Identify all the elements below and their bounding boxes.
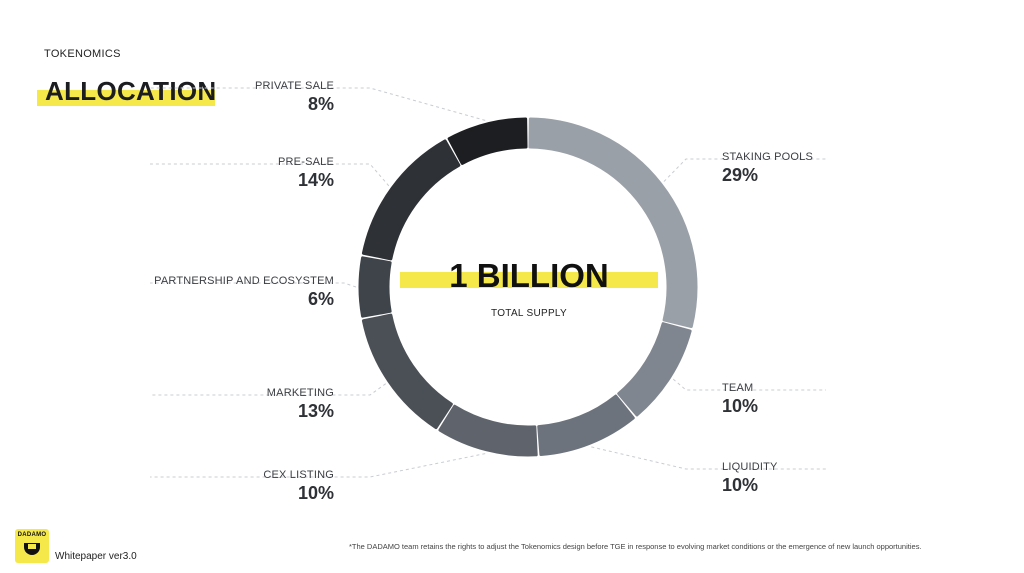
slice-team xyxy=(617,322,692,417)
slice-pre-sale xyxy=(361,139,461,261)
slice-label: MARKETING 13% xyxy=(134,387,334,422)
slice-private-sale xyxy=(447,117,528,165)
slice-percent: 10% xyxy=(297,483,334,503)
slice-label: PRE-SALE 14% xyxy=(134,156,334,191)
slice-label: PRIVATE SALE 8% xyxy=(134,80,334,115)
slice-percent: 10% xyxy=(722,396,759,416)
total-supply-label: TOTAL SUPPLY xyxy=(490,308,568,319)
leader-line xyxy=(663,158,826,182)
page-title-wrap: ALLOCATION xyxy=(37,76,217,107)
center-highlight xyxy=(400,272,658,288)
slice-label: PARTNERSHIP AND ECOSYSTEM 6% xyxy=(134,275,334,310)
slice-name: TEAM xyxy=(722,382,754,394)
slice-percent: 14% xyxy=(297,170,334,190)
dadamo-logo: DADAMO xyxy=(15,529,49,563)
leader-line xyxy=(150,383,387,396)
slice-percent: 8% xyxy=(307,94,334,114)
slice-percent: 29% xyxy=(722,165,759,185)
leader-line xyxy=(672,378,826,391)
leader-line xyxy=(150,282,357,288)
slice-percent: 10% xyxy=(722,475,759,495)
slice-name: MARKETING xyxy=(266,387,334,399)
slice-name: PRIVATE SALE xyxy=(254,80,334,92)
total-supply-value: 1 BILLION xyxy=(449,257,609,294)
footnote: *The DADAMO team retains the rights to a… xyxy=(349,542,922,551)
slice-name: LIQUIDITY xyxy=(722,461,778,473)
slice-name: PRE-SALE xyxy=(277,156,334,168)
slice-percent: 6% xyxy=(307,289,334,309)
logo-face-icon xyxy=(24,543,40,555)
leader-line xyxy=(591,446,826,470)
slice-label: CEX LISTING 10% xyxy=(134,469,334,504)
slice-name: STAKING POOLS xyxy=(722,151,814,163)
page-title: ALLOCATION xyxy=(45,76,217,106)
slice-partnership-and-ecosystem xyxy=(358,256,392,318)
slice-label: LIQUIDITY 10% xyxy=(722,461,922,496)
leader-line xyxy=(150,453,486,478)
section-kicker: TOKENOMICS xyxy=(44,48,121,60)
leader-line xyxy=(150,87,486,121)
leader-line xyxy=(150,163,390,187)
slice-label: TEAM 10% xyxy=(722,382,922,417)
slice-cex-listing xyxy=(438,404,538,457)
slice-label: STAKING POOLS 29% xyxy=(722,151,922,186)
slice-staking-pools xyxy=(528,117,698,329)
whitepaper-version: Whitepaper ver3.0 xyxy=(55,551,137,562)
title-highlight xyxy=(37,90,215,106)
slice-name: PARTNERSHIP AND ECOSYSTEM xyxy=(154,275,334,287)
slice-marketing xyxy=(361,313,453,430)
slice-liquidity xyxy=(537,394,635,457)
slice-name: CEX LISTING xyxy=(263,469,334,481)
slice-percent: 13% xyxy=(297,401,334,421)
